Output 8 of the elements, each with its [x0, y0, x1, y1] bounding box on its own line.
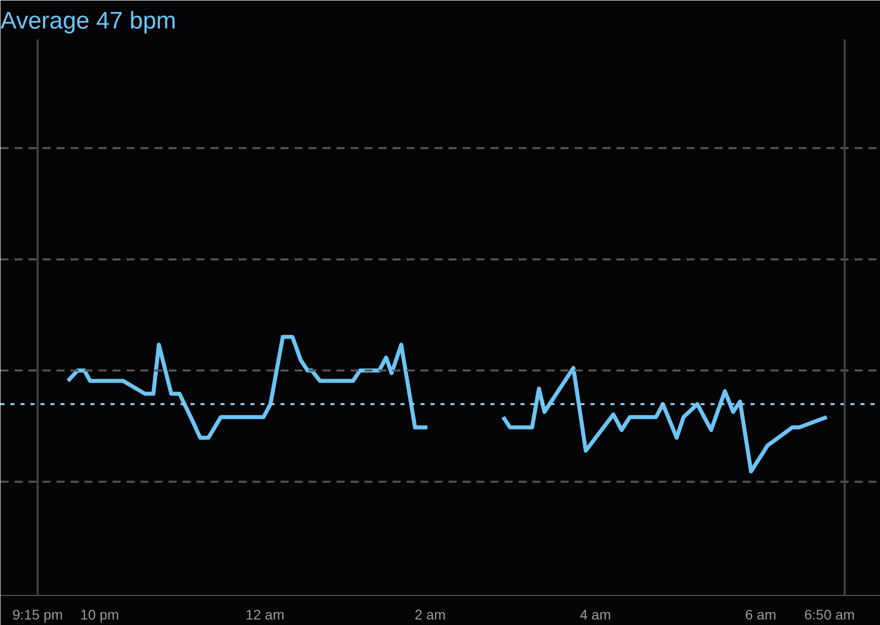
x-tick-label: 12 am — [245, 606, 284, 622]
x-tick-label: 2 am — [414, 606, 446, 622]
x-tick-label: 9:15 pm — [12, 606, 63, 622]
x-tick-label: 6:50 am — [804, 606, 855, 622]
x-tick-label: 10 pm — [80, 606, 120, 622]
chart-title: Average 47 bpm — [0, 8, 176, 34]
x-tick-label: 4 am — [580, 606, 611, 622]
x-tick-label: 6 am — [745, 606, 776, 622]
